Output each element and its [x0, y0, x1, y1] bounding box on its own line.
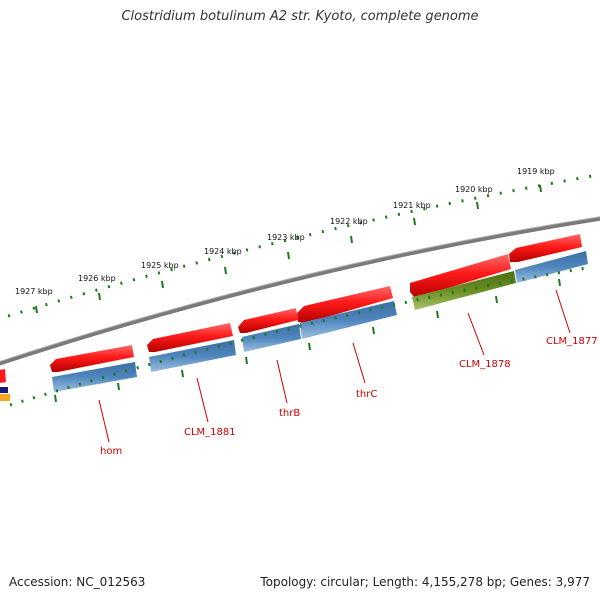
- cds-bar[interactable]: [52, 362, 137, 392]
- gene-arrow[interactable]: [297, 286, 393, 323]
- outer-ruler-dots: [7, 174, 593, 318]
- gene-arrow[interactable]: [50, 345, 134, 372]
- ruler-label: 1926 kbp: [78, 274, 116, 283]
- cds-bar[interactable]: [149, 340, 236, 372]
- gene-arrow[interactable]: [147, 323, 233, 352]
- gene-arrow[interactable]: [410, 254, 511, 298]
- forward-strand-genes: [0, 234, 582, 383]
- ruler-label: 1919 kbp: [517, 167, 555, 176]
- gene-label: CLM_1878: [459, 359, 511, 370]
- gene-label: thrC: [356, 389, 377, 400]
- accession-label: Accession: NC_012563: [9, 575, 146, 589]
- ruler-label: 1925 kbp: [141, 261, 179, 270]
- cds-bar[interactable]: [515, 251, 588, 283]
- label-leaders: [98, 289, 571, 443]
- feature-edge-navy: [0, 387, 8, 393]
- gene-arrow[interactable]: [509, 234, 582, 262]
- cds-bar[interactable]: [300, 301, 397, 339]
- feature-edge-orange: [0, 394, 10, 401]
- genome-backbone: [0, 216, 600, 366]
- ruler-label: 1921 kbp: [393, 201, 431, 210]
- ruler-label: 1923 kbp: [267, 233, 305, 242]
- gene-arrow[interactable]: [238, 308, 298, 333]
- outer-ruler-major-ticks: [35, 184, 542, 314]
- genome-summary: Topology: circular; Length: 4,155,278 bp…: [260, 575, 590, 589]
- gene-label: thrB: [279, 408, 300, 419]
- ruler-label: 1927 kbp: [15, 287, 53, 296]
- inner-ruler-major-ticks: [54, 278, 561, 403]
- cds-features: [0, 251, 588, 401]
- ruler-label: 1922 kbp: [330, 217, 368, 226]
- ruler-label: 1924 kbp: [204, 247, 242, 256]
- cds-bar[interactable]: [242, 324, 301, 352]
- gene-labels: CLM_1877 CLM_1878 thrC thrB CLM_1881 hom: [100, 336, 598, 457]
- gene-label: hom: [100, 446, 122, 457]
- ruler-labels: 1919 kbp 1920 kbp 1921 kbp 1922 kbp 1923…: [15, 167, 555, 296]
- inner-ruler-dots: [9, 265, 593, 407]
- ruler-label: 1920 kbp: [455, 185, 493, 194]
- gene-label: CLM_1881: [184, 427, 236, 438]
- gene-label: CLM_1877: [546, 336, 598, 347]
- map-title: Clostridium botulinum A2 str. Kyoto, com…: [121, 9, 479, 24]
- gene-arrow-partial[interactable]: [0, 369, 6, 383]
